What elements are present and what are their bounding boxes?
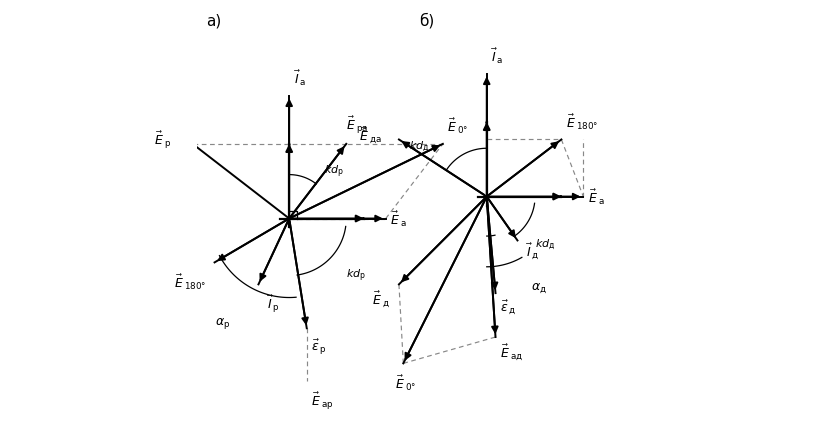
Text: $\vec{E}\,_{0°}$: $\vec{E}\,_{0°}$	[447, 117, 468, 136]
Text: $\alpha_\mathrm{p}$: $\alpha_\mathrm{p}$	[215, 315, 230, 330]
Text: $kd_\mathrm{p}$: $kd_\mathrm{p}$	[324, 163, 344, 180]
Text: $\alpha_\mathrm{д}$: $\alpha_\mathrm{д}$	[531, 280, 546, 294]
Text: $\vec{E}\,_\mathrm{p}$: $\vec{E}\,_\mathrm{p}$	[153, 130, 171, 151]
Text: $kd_\mathrm{p}$: $kd_\mathrm{p}$	[347, 267, 367, 283]
Text: $\vec{E}\,_\mathrm{да}$: $\vec{E}\,_\mathrm{да}$	[359, 126, 382, 146]
Text: $\vec{E}\,_\mathrm{pa}$: $\vec{E}\,_\mathrm{pa}$	[347, 115, 368, 136]
Text: $\vec{E}\,_\mathrm{ap}$: $\vec{E}\,_\mathrm{ap}$	[312, 390, 333, 411]
Text: $\vec{E}\,_\mathrm{д}$: $\vec{E}\,_\mathrm{д}$	[372, 289, 390, 309]
Text: $\vec{I}\,_\mathrm{p}$: $\vec{I}\,_\mathrm{p}$	[267, 293, 280, 314]
Text: $\vec{E}\,_\mathrm{a}$: $\vec{E}\,_\mathrm{a}$	[588, 187, 604, 207]
Text: $\vec{E}\,_{180°}$: $\vec{E}\,_{180°}$	[566, 112, 598, 131]
Text: $\vec{E}\,_\mathrm{ад}$: $\vec{E}\,_\mathrm{ад}$	[500, 342, 523, 362]
Text: $\vec{\varepsilon}\,_\mathrm{д}$: $\vec{\varepsilon}\,_\mathrm{д}$	[500, 298, 516, 316]
Text: а): а)	[206, 13, 221, 28]
Text: $\vec{E}\,_{180°}$: $\vec{E}\,_{180°}$	[173, 272, 206, 291]
Text: $\vec{I}\,_\mathrm{a}$: $\vec{I}\,_\mathrm{a}$	[293, 68, 306, 88]
Text: $\vec{E}\,_\mathrm{a}$: $\vec{E}\,_\mathrm{a}$	[390, 209, 407, 229]
Text: б): б)	[419, 13, 434, 29]
Text: $\vec{\varepsilon}\,_\mathrm{p}$: $\vec{\varepsilon}\,_\mathrm{p}$	[312, 337, 327, 357]
Text: $\vec{I}\,_\mathrm{д}$: $\vec{I}\,_\mathrm{д}$	[526, 241, 540, 261]
Text: $kd_\mathrm{д}$: $kd_\mathrm{д}$	[409, 139, 430, 153]
Text: $kd_\mathrm{д}$: $kd_\mathrm{д}$	[535, 237, 556, 251]
Text: $\vec{I}\,_\mathrm{a}$: $\vec{I}\,_\mathrm{a}$	[491, 46, 504, 66]
Text: $\vec{E}\,_{0°}$: $\vec{E}\,_{0°}$	[395, 372, 416, 392]
